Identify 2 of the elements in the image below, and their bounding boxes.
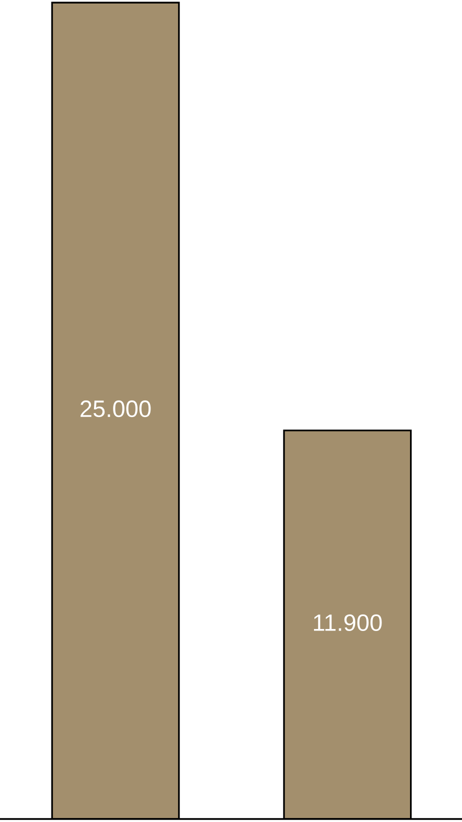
data-label: 11.900 xyxy=(314,614,382,632)
data-label: 25.000 xyxy=(80,400,151,418)
